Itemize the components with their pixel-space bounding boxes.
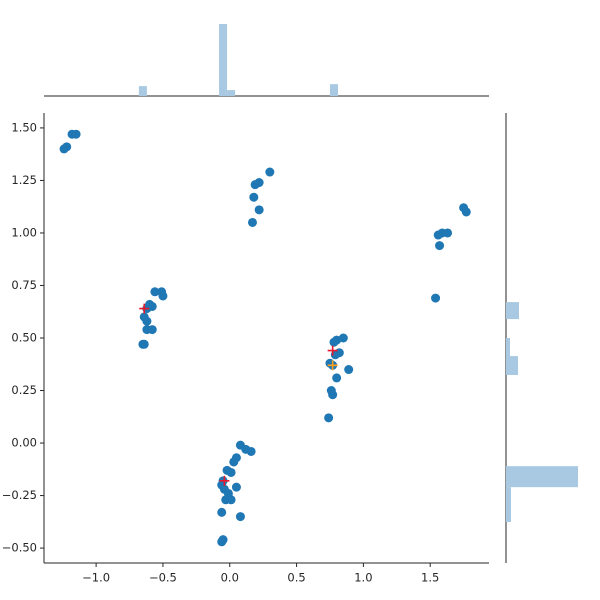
point: [324, 413, 334, 423]
y-tick-label: 0.75: [11, 278, 37, 292]
point: [231, 482, 241, 492]
point: [139, 339, 149, 349]
point: [217, 507, 227, 517]
hist-bar: [506, 302, 519, 320]
point: [59, 144, 69, 154]
plus-marker: [219, 475, 230, 486]
point: [246, 446, 256, 456]
point: [433, 230, 443, 240]
point: [250, 180, 260, 190]
plus-marker: [139, 303, 150, 314]
point: [344, 365, 354, 375]
y-tick-label: 0.00: [11, 436, 37, 450]
x-tick-label: 1.5: [421, 571, 439, 585]
y-tick-label: 1.50: [11, 120, 37, 134]
hist-bar: [138, 86, 147, 96]
point: [329, 337, 339, 347]
y-tick-label: 1.00: [11, 225, 37, 239]
x-tick-label: −0.5: [149, 571, 177, 585]
hist-bar: [506, 505, 511, 523]
hist-bar: [506, 487, 511, 506]
point: [328, 390, 338, 400]
point: [229, 457, 239, 467]
point: [71, 129, 81, 139]
point: [226, 467, 236, 477]
point: [249, 192, 259, 202]
point: [265, 167, 275, 177]
x-tick-label: 1.0: [354, 571, 372, 585]
y-tick-label: 0.50: [11, 331, 37, 345]
plus-marker: [327, 345, 338, 356]
x-tick-label: 0.5: [287, 571, 305, 585]
point: [217, 537, 227, 547]
point: [254, 205, 264, 215]
point: [150, 287, 160, 297]
hist-bar: [219, 23, 228, 96]
x-tick-label: −1.0: [82, 571, 110, 585]
hist-bar: [506, 356, 518, 375]
point: [235, 512, 245, 522]
point: [431, 293, 441, 303]
point: [435, 241, 445, 251]
y-tick-label: 0.25: [11, 383, 37, 397]
y-tick-label: −0.50: [2, 541, 37, 555]
point: [226, 495, 236, 505]
hist-bar: [506, 338, 510, 357]
point: [332, 373, 342, 383]
plus-marker: [327, 360, 338, 371]
hist-bar: [329, 84, 338, 96]
x-tick-label: 0.0: [221, 571, 239, 585]
y-tick-label: −0.25: [2, 488, 37, 502]
point: [461, 207, 471, 217]
point: [158, 291, 168, 301]
y-tick-label: 1.25: [11, 173, 37, 187]
point: [247, 217, 257, 227]
hist-bar: [227, 90, 236, 96]
point: [142, 316, 152, 326]
point: [147, 325, 157, 335]
hist-bar: [506, 466, 578, 488]
